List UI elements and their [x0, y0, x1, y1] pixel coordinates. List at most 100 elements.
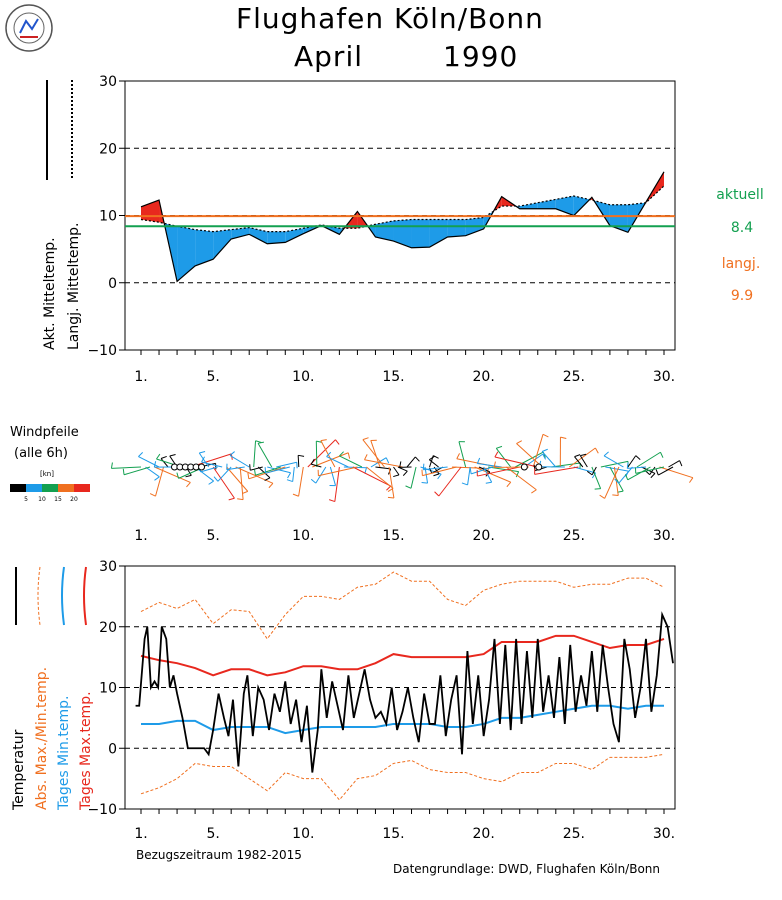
y-tick-label: 0 [108, 276, 117, 292]
logo-seal-icon [5, 4, 53, 52]
below-area [267, 231, 286, 244]
wind-barb [434, 491, 440, 497]
y-tick-label: −10 [87, 343, 117, 359]
wind-barb [599, 494, 605, 499]
below-area [519, 202, 538, 209]
wind-barb [268, 482, 274, 489]
legend-tagesmax-label: Tages Max.temp. [78, 691, 94, 811]
wind-arrow [200, 466, 218, 473]
wind-arrow [198, 452, 210, 468]
wind-barb [229, 451, 235, 456]
year-title: 1990 [443, 40, 519, 73]
wind-barb [254, 469, 256, 476]
x-tick-label: 1. [134, 369, 147, 385]
wind-barb [626, 462, 629, 469]
wind-barb [237, 498, 244, 501]
wind-arrow [410, 466, 417, 489]
wind-arrow [212, 466, 235, 499]
wind-barb [655, 469, 659, 476]
x-tick-label: 10. [292, 826, 314, 842]
y-tick-label: 20 [99, 620, 117, 636]
wind-x-tick-label: 1. [134, 528, 147, 544]
wind-scale-swatch [58, 484, 74, 492]
wind-arrow [600, 460, 629, 468]
below-area [411, 219, 430, 248]
wind-barb [506, 481, 512, 488]
wind-arrow [458, 441, 467, 468]
abs-max-line [140, 571, 665, 640]
langj-value: 9.9 [731, 288, 753, 304]
wind-arrow [603, 455, 624, 468]
y-tick-label: 30 [99, 559, 117, 575]
wind-barb [149, 493, 156, 497]
wind-barb [660, 452, 664, 458]
wind-arrow [318, 466, 358, 477]
wind-barb [326, 451, 332, 457]
wind-arrow [154, 466, 191, 483]
wind-arrow [298, 466, 304, 497]
wind-barb [328, 499, 335, 503]
calm-marker [520, 463, 528, 471]
wind-arrow [393, 466, 400, 476]
wind-barb [580, 453, 587, 457]
wind-arrow [659, 466, 694, 479]
wind-barb [437, 473, 442, 480]
wind-arrow [428, 459, 439, 468]
wind-arrow [551, 462, 581, 468]
wind-barb [414, 456, 420, 462]
wind-barb [493, 461, 496, 468]
x-tick-label: 5. [206, 369, 219, 385]
wind-arrow [235, 466, 274, 484]
wind-barb [335, 439, 340, 445]
wind-scale-label: 20 [70, 496, 78, 503]
wind-arrow [155, 466, 165, 497]
x-tick-label: 30. [653, 369, 675, 385]
wind-barb [461, 482, 468, 486]
below-area [429, 219, 448, 248]
wind-arrow [334, 466, 340, 502]
wind-arrow [111, 466, 142, 469]
wind-barb [241, 490, 248, 495]
wind-arrow [265, 466, 290, 474]
wind-arrow [635, 466, 665, 474]
wind-barb [287, 472, 292, 479]
wind-arrow [605, 466, 629, 472]
wind-barb [421, 482, 428, 484]
legend-tagesmin-label: Tages Min.temp. [56, 696, 72, 811]
wind-arrow [658, 466, 674, 476]
wind-arrow [488, 466, 519, 473]
x-tick-label: 30. [653, 826, 675, 842]
wind-barb [176, 472, 180, 479]
wind-barb [298, 454, 305, 457]
wind-barb [614, 478, 620, 484]
wind-arrow [505, 466, 537, 491]
wind-arrow [370, 440, 381, 468]
wind-arrow [297, 455, 300, 468]
wind-barb [185, 474, 192, 478]
wind-barb [199, 450, 206, 454]
wind-barb [286, 479, 293, 483]
wind-barb [339, 451, 344, 457]
wind-barb [405, 485, 412, 489]
wind-barb [364, 454, 368, 461]
wind-barb [153, 461, 157, 468]
wind-arrow [516, 443, 543, 468]
y-tick-label: −10 [87, 802, 117, 818]
wind-barb [310, 478, 317, 484]
aktuell-value: 8.4 [731, 220, 753, 236]
wind-barb [393, 474, 400, 478]
wind-arrow [366, 466, 394, 489]
wind-barb [402, 470, 408, 476]
y-tick-label: 30 [99, 74, 117, 90]
wind-arrow [339, 455, 363, 468]
below-area [285, 228, 304, 243]
wind-arrow [145, 466, 160, 478]
wind-barb [586, 470, 593, 476]
legend-min-swatch [61, 566, 65, 626]
y-tick-label: 0 [108, 741, 117, 757]
wind-barb [531, 489, 537, 494]
wind-x-tick-label: 15. [382, 528, 404, 544]
tages-max-line [140, 634, 665, 677]
temperature-line [135, 611, 674, 773]
wind-barb [264, 477, 271, 482]
